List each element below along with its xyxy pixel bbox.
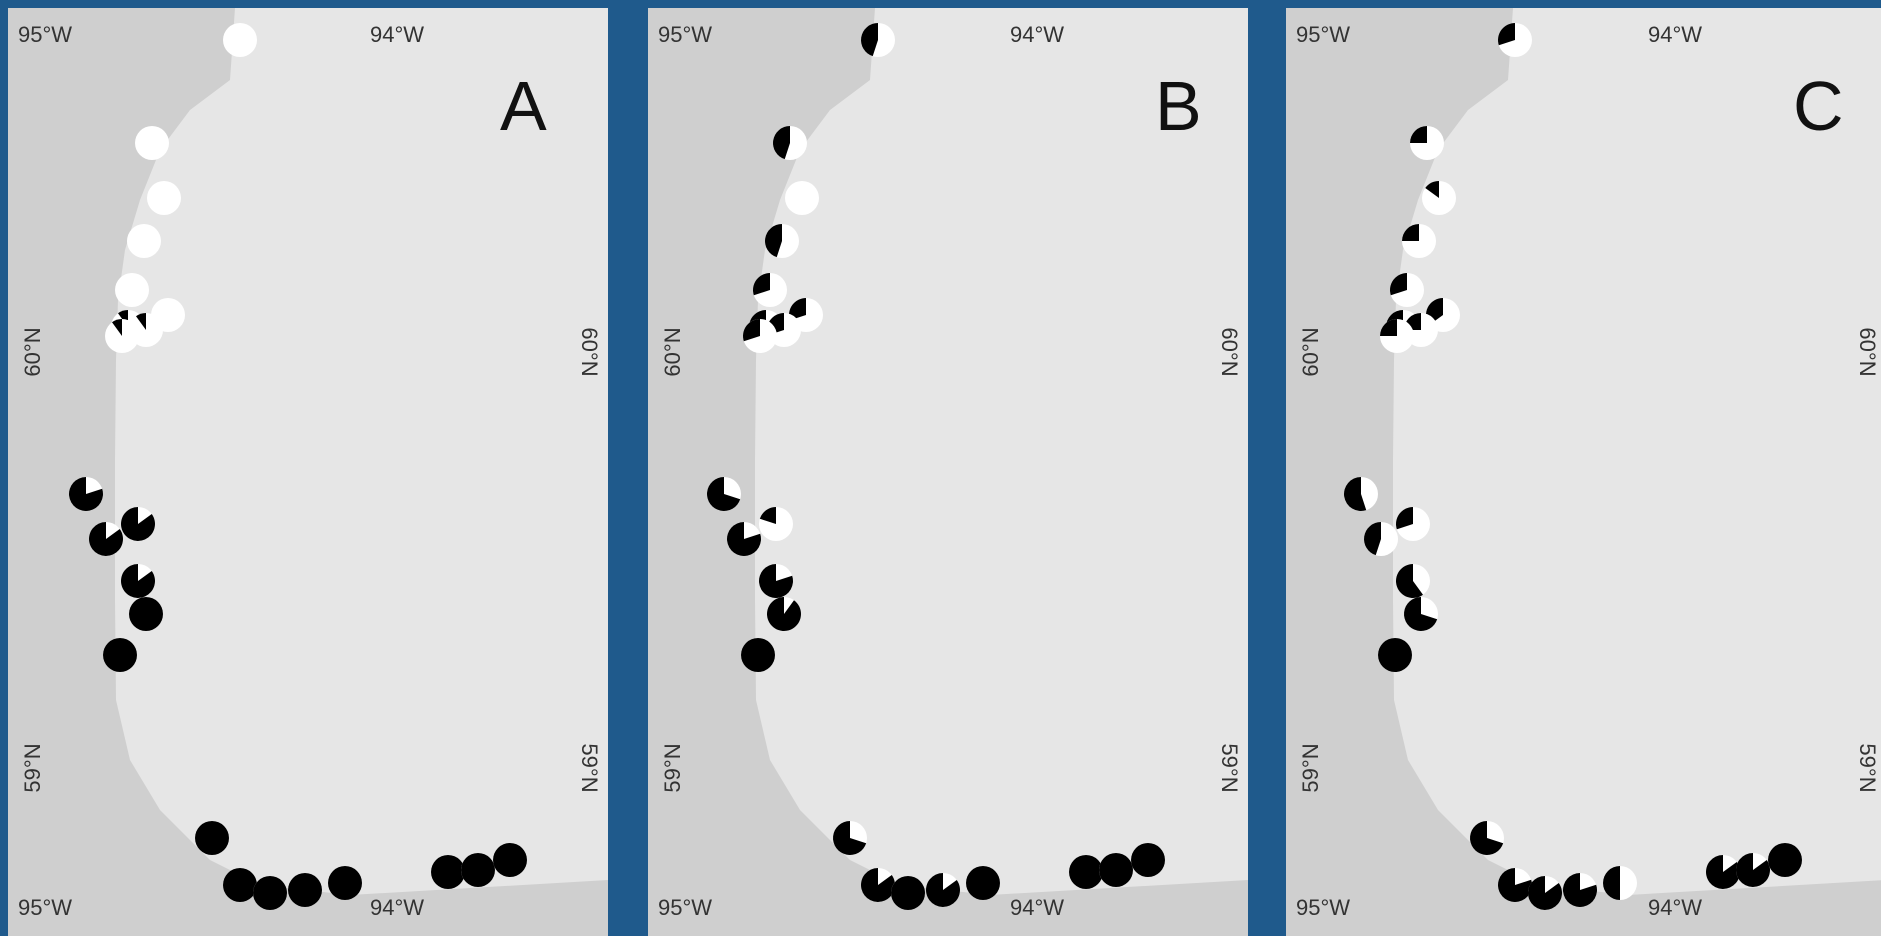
site-markers	[1344, 23, 1802, 910]
sampling-site-marker	[1131, 843, 1165, 877]
sampling-site-marker	[328, 866, 362, 900]
sampling-site-marker	[891, 876, 925, 910]
sampling-site-marker	[743, 319, 777, 353]
sampling-site-marker	[773, 126, 807, 160]
sampling-site-marker	[121, 507, 156, 541]
sampling-site-marker	[706, 477, 741, 512]
lon-label-bottom-left: 95°W	[18, 895, 72, 920]
sampling-site-marker	[115, 273, 149, 307]
lat-label-upper-right: 60°N	[1855, 327, 1880, 376]
sampling-site-marker	[1736, 853, 1770, 887]
sampling-site-marker	[753, 273, 787, 307]
lon-label-top-left: 95°W	[18, 22, 72, 47]
sampling-site-marker	[1470, 821, 1504, 855]
sampling-site-marker	[765, 224, 799, 258]
sampling-site-marker	[741, 638, 775, 672]
lon-label-top-left: 95°W	[1296, 22, 1350, 47]
sampling-site-marker	[966, 866, 1000, 900]
lon-label-bottom-right: 94°W	[1010, 895, 1064, 920]
sampling-site-marker	[1344, 477, 1378, 512]
sampling-site-marker	[1498, 868, 1532, 902]
map-panel-b: 95°W 94°W 95°W 94°W 60°N 59°N 60°N 59°N …	[648, 8, 1248, 936]
sampling-site-marker	[1380, 319, 1414, 353]
land-area	[8, 8, 608, 936]
sampling-site-marker	[288, 873, 322, 907]
sampling-site-marker	[121, 564, 156, 598]
sampling-site-marker	[1099, 853, 1133, 887]
sampling-site-marker	[926, 873, 960, 907]
sampling-site-marker	[1402, 224, 1436, 258]
lon-label-top-right: 94°W	[370, 22, 424, 47]
sampling-site-marker	[1410, 126, 1444, 160]
panel-letter: C	[1793, 67, 1844, 145]
sampling-site-marker	[89, 522, 124, 556]
lat-label-lower-right: 59°N	[577, 743, 602, 792]
sampling-site-marker	[1768, 843, 1802, 877]
sampling-site-marker	[1497, 23, 1532, 57]
sampling-site-marker	[759, 564, 794, 598]
lat-label-lower-left: 59°N	[660, 743, 685, 792]
sampling-site-marker	[861, 23, 895, 57]
sampling-site-marker	[129, 597, 163, 631]
sampling-site-marker	[493, 843, 527, 877]
lat-label-lower-left: 59°N	[20, 743, 45, 792]
lon-label-bottom-right: 94°W	[370, 895, 424, 920]
lon-label-top-left: 95°W	[658, 22, 712, 47]
land-area	[648, 8, 1248, 936]
site-markers	[69, 23, 527, 910]
site-markers	[706, 23, 1165, 910]
sampling-site-marker	[431, 855, 465, 889]
sampling-site-marker	[1396, 564, 1430, 598]
lon-label-top-right: 94°W	[1010, 22, 1064, 47]
sampling-site-marker	[69, 477, 104, 512]
lon-label-top-right: 94°W	[1648, 22, 1702, 47]
map-panel-a: 95°W 94°W 95°W 94°W 60°N 59°N 60°N 59°N …	[8, 8, 608, 936]
sampling-site-marker	[1705, 855, 1740, 889]
panel-letter: A	[500, 67, 547, 145]
lat-label-upper-right: 60°N	[1217, 327, 1242, 376]
sampling-site-marker	[1378, 638, 1412, 672]
lat-label-upper-right: 60°N	[577, 327, 602, 376]
lat-label-lower-right: 59°N	[1855, 743, 1880, 792]
lat-label-upper-left: 60°N	[1298, 327, 1323, 376]
map-panel-c: 95°W 94°W 95°W 94°W 60°N 59°N 60°N 59°N …	[1286, 8, 1881, 936]
sampling-site-marker	[785, 181, 819, 215]
lon-label-bottom-left: 95°W	[1296, 895, 1350, 920]
sampling-site-marker	[1404, 597, 1438, 631]
sampling-site-marker	[223, 868, 257, 902]
lat-label-upper-left: 60°N	[660, 327, 685, 376]
sampling-site-marker	[105, 319, 139, 353]
sampling-site-marker	[195, 821, 229, 855]
sampling-site-marker	[833, 821, 867, 855]
sampling-site-marker	[860, 867, 895, 902]
panel-letter: B	[1155, 67, 1202, 145]
sampling-site-marker	[1563, 873, 1598, 907]
sampling-site-marker	[767, 597, 802, 632]
sampling-site-marker	[461, 853, 495, 887]
sampling-site-marker	[1396, 507, 1430, 541]
sampling-site-marker	[1422, 181, 1456, 215]
lon-label-bottom-left: 95°W	[658, 895, 712, 920]
sampling-site-marker	[103, 638, 137, 672]
lat-label-lower-left: 59°N	[1298, 743, 1323, 792]
sampling-site-marker	[127, 224, 161, 258]
sampling-site-marker	[1390, 273, 1424, 307]
lat-label-upper-left: 60°N	[20, 327, 45, 376]
land-area	[1286, 8, 1881, 936]
sampling-site-marker	[1069, 855, 1103, 889]
sampling-site-marker	[727, 522, 761, 557]
sampling-site-marker	[253, 876, 287, 910]
lon-label-bottom-right: 94°W	[1648, 895, 1702, 920]
sampling-site-marker	[1528, 876, 1562, 910]
sampling-site-marker	[147, 181, 181, 215]
sampling-site-marker	[135, 126, 169, 160]
sampling-site-marker	[223, 23, 257, 57]
lat-label-lower-right: 59°N	[1217, 743, 1242, 792]
sampling-site-marker	[1603, 866, 1637, 900]
sampling-site-marker	[759, 507, 793, 541]
sampling-site-marker	[1363, 522, 1398, 556]
